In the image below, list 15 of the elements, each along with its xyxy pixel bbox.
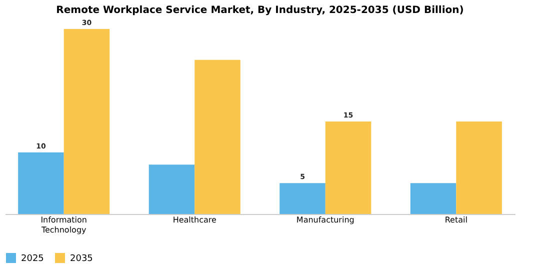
x-tick-label: Information Technology — [40, 216, 87, 234]
legend-label: 2035 — [70, 254, 93, 264]
bar — [18, 152, 64, 214]
bar — [148, 164, 195, 214]
bar — [280, 183, 326, 214]
legend-label: 2025 — [21, 254, 44, 264]
bar — [325, 122, 372, 214]
bar — [410, 183, 456, 214]
x-tick-label: Retail — [444, 216, 468, 224]
x-tick-label: Manufacturing — [296, 216, 354, 224]
bar — [64, 29, 110, 214]
bar — [194, 60, 240, 214]
bar — [456, 122, 502, 214]
chart-title: Remote Workplace Service Market, By Industry, 2025-2035 (USD Billion) — [56, 5, 464, 16]
x-tick-label: Healthcare — [172, 216, 216, 224]
